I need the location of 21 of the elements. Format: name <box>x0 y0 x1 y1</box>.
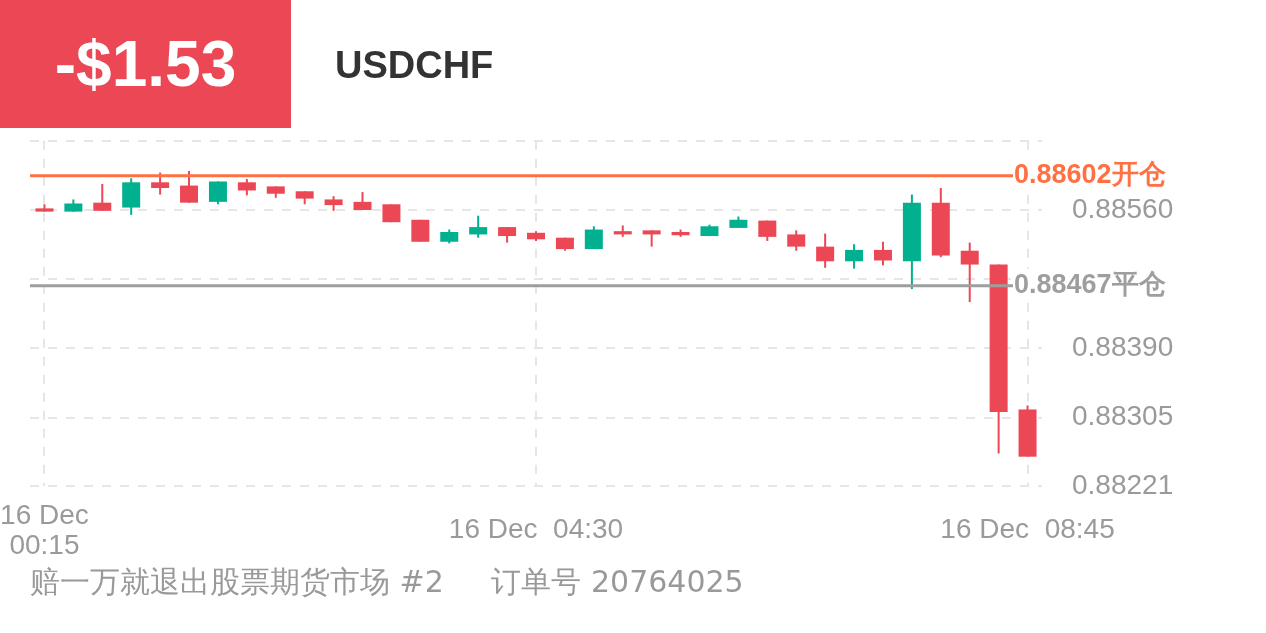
candlestick <box>845 243 864 270</box>
y-tick-label: 0.88305 <box>1072 400 1174 432</box>
candlestick <box>469 214 488 239</box>
y-tick-label: 0.88560 <box>1072 192 1174 224</box>
chart-title: USDCHF <box>335 44 494 87</box>
x-tick-label: 16 Dec 00:15 <box>0 498 89 560</box>
ref-line-label: 0.88467平仓 <box>1014 269 1166 300</box>
candlestick <box>960 241 979 303</box>
text: 赔一万就退出股票期货市场 #2 订单号 20764025 <box>30 563 744 601</box>
candlestick <box>180 169 199 204</box>
x-tick-label: 16 Dec 08:45 <box>940 512 1115 544</box>
candlestick <box>93 182 112 212</box>
candlestick <box>787 229 806 252</box>
candlestick <box>816 232 835 269</box>
y-tick-label: 0.88390 <box>1072 331 1174 363</box>
candlestick <box>151 171 170 196</box>
chart-subtitle: -$1.53 <box>0 0 291 128</box>
y-tick-label: 0.88221 <box>1072 468 1174 500</box>
ref-line-label: 0.88602开仓 <box>1014 159 1166 190</box>
candlestick <box>873 240 892 267</box>
x-tick-label: 16 Dec 04:30 <box>448 512 624 544</box>
